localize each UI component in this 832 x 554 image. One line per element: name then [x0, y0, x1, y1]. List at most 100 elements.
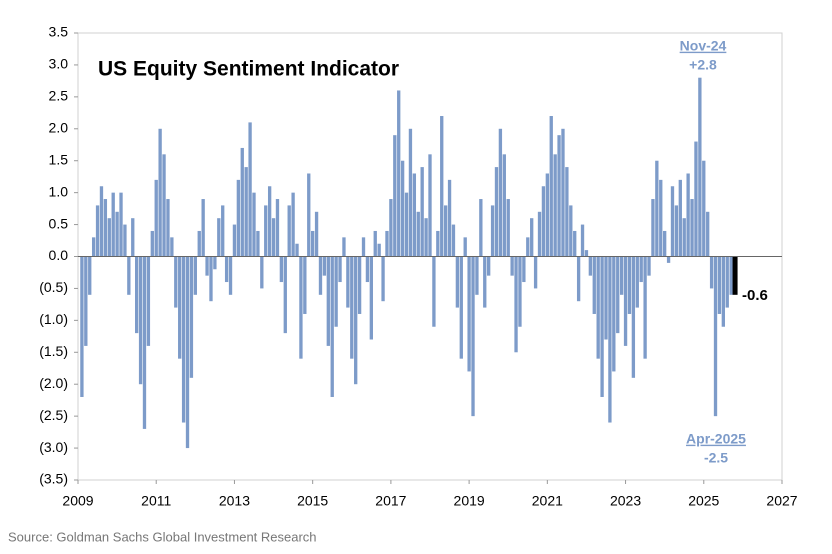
- bar: [514, 256, 518, 353]
- bar: [412, 173, 417, 257]
- bar: [119, 192, 123, 257]
- bar: [600, 256, 604, 397]
- bar: [487, 256, 491, 276]
- bar: [651, 199, 655, 257]
- bar: [248, 122, 252, 257]
- x-tick-label: 2013: [219, 493, 250, 509]
- x-tick-label: 2019: [454, 493, 485, 509]
- bar: [565, 167, 569, 257]
- y-tick-label: (2.0): [39, 375, 68, 391]
- bar: [694, 141, 698, 257]
- bar: [455, 256, 460, 308]
- bar: [385, 230, 389, 257]
- bar: [627, 256, 632, 314]
- bar: [127, 256, 131, 295]
- y-tick-label: (1.0): [39, 311, 68, 327]
- bar: [252, 192, 256, 257]
- bar: [213, 256, 217, 270]
- bar: [381, 256, 385, 302]
- y-tick-label: (0.5): [39, 279, 68, 295]
- bar: [318, 256, 323, 295]
- bar: [702, 160, 706, 257]
- bar: [619, 256, 624, 295]
- bar: [221, 205, 225, 257]
- bar: [307, 173, 311, 257]
- bar: [123, 224, 127, 257]
- y-tick-label: 1.5: [49, 151, 69, 167]
- bar: [205, 256, 209, 276]
- bar: [138, 256, 143, 385]
- bar: [580, 224, 585, 257]
- bar: [354, 256, 358, 385]
- bar: [279, 256, 284, 283]
- bar: [666, 256, 671, 263]
- bar: [416, 211, 420, 257]
- bar: [596, 256, 600, 359]
- bar: [287, 205, 291, 257]
- bar: [314, 211, 319, 257]
- bar: [424, 218, 428, 257]
- bar: [275, 199, 280, 257]
- bar: [639, 256, 643, 283]
- x-tick-label: 2021: [532, 493, 563, 509]
- y-tick-label: 3.5: [49, 24, 69, 40]
- bar: [103, 199, 108, 257]
- bar: [659, 179, 663, 257]
- annotation-label: Nov-24: [680, 38, 727, 54]
- bar: [393, 135, 397, 257]
- bar: [553, 154, 557, 257]
- bar: [84, 256, 88, 346]
- bar: [510, 256, 514, 276]
- bar: [698, 77, 702, 257]
- bar: [373, 230, 377, 257]
- bar: [197, 230, 201, 257]
- bar: [131, 218, 135, 257]
- bar: [142, 256, 147, 429]
- bar: [236, 179, 241, 257]
- bar: [428, 154, 432, 257]
- bar: [326, 256, 330, 346]
- bar: [369, 256, 373, 340]
- bar: [717, 256, 722, 314]
- y-tick-label: 0.5: [49, 215, 69, 231]
- y-tick-label: (1.5): [39, 343, 68, 359]
- bar: [584, 250, 589, 257]
- bar: [475, 256, 479, 295]
- bar: [483, 256, 487, 308]
- bar: [573, 230, 577, 257]
- bar: [725, 256, 729, 308]
- y-tick-label: 1.0: [49, 183, 69, 199]
- bar: [357, 256, 362, 314]
- bar: [228, 256, 233, 295]
- bar: [209, 256, 213, 302]
- bar: [389, 199, 393, 257]
- bar: [674, 205, 679, 257]
- bar: [189, 256, 194, 378]
- bar: [400, 160, 405, 257]
- bar: [447, 179, 452, 257]
- bar: [616, 256, 620, 334]
- bar: [260, 256, 264, 289]
- bar: [494, 167, 499, 257]
- annotation-latest: -0.6: [742, 287, 768, 304]
- bar: [295, 243, 299, 257]
- bar: [533, 256, 538, 289]
- bar: [713, 256, 718, 417]
- bar: [612, 256, 616, 372]
- bar: [115, 211, 119, 257]
- bar: [420, 167, 424, 257]
- bar: [451, 224, 456, 257]
- bar: [530, 218, 534, 257]
- bar: [299, 256, 303, 359]
- y-tick-label: (3.0): [39, 439, 68, 455]
- bar: [623, 256, 628, 346]
- bar: [365, 256, 370, 283]
- bar: [663, 230, 667, 257]
- bar: [256, 230, 260, 257]
- bar: [561, 128, 565, 257]
- bar: [80, 256, 84, 397]
- bar: [170, 237, 174, 257]
- bar: [635, 256, 639, 308]
